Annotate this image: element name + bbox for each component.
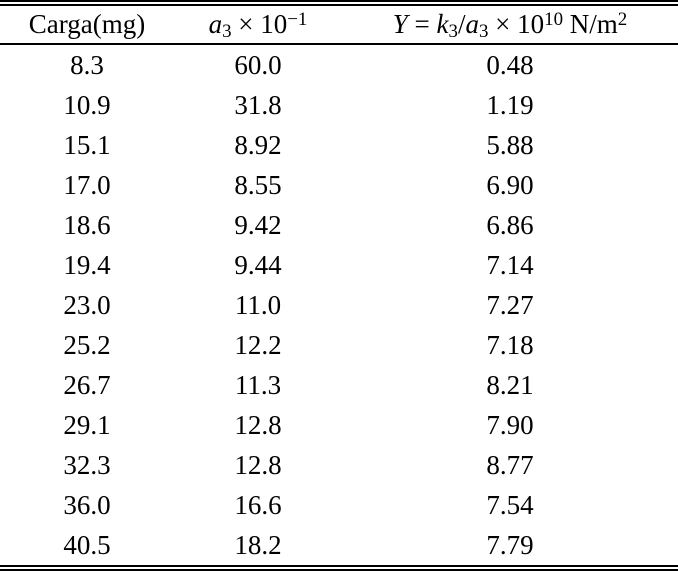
table-cell: 8.55 (234, 170, 282, 200)
table-cell: 11.0 (234, 290, 282, 320)
table-cell: 9.42 (234, 210, 282, 240)
table-cell: 9.44 (234, 250, 282, 280)
table-header: Carga(mg) a3 × 10−1 Y = k3/a3 × 1010 N/m… (0, 5, 678, 45)
table-cell: 0.48 (486, 50, 534, 80)
table-cell: 10.9 (63, 90, 111, 120)
table-row: 23.0 11.0 7.27 (0, 285, 678, 325)
a3-subscript-2: 3 (478, 21, 489, 43)
table-cell: 31.8 (234, 90, 282, 120)
table-cell: 7.90 (486, 410, 534, 440)
table-cell: 29.1 (63, 410, 111, 440)
table-cell: 36.0 (63, 490, 111, 520)
table-cell: 26.7 (63, 370, 111, 400)
table-cell: 8.92 (234, 130, 282, 160)
table-cell: 12.2 (234, 330, 282, 360)
table-cell: 16.6 (234, 490, 282, 520)
table-cell: 19.4 (63, 250, 111, 280)
table-cell: 12.8 (234, 450, 282, 480)
table-cell: 60.0 (234, 50, 282, 80)
k3-variable: k (436, 9, 449, 39)
y-variable: Y (392, 9, 408, 39)
unit-exponent: 2 (617, 9, 628, 31)
table-row: 32.3 12.8 8.77 (0, 445, 678, 485)
table-cell: 6.86 (486, 210, 534, 240)
table-cell: 8.21 (486, 370, 534, 400)
table-cell: 17.0 (63, 170, 111, 200)
table-cell: 8.3 (70, 50, 104, 80)
table-cell: 6.90 (486, 170, 534, 200)
table-row: 29.1 12.8 7.90 (0, 405, 678, 445)
table-row: 17.0 8.55 6.90 (0, 165, 678, 205)
a3-exponent: −1 (287, 9, 308, 31)
table-cell: 5.88 (486, 130, 534, 160)
table-cell: 32.3 (63, 450, 111, 480)
table-cell: 1.19 (486, 90, 534, 120)
a3-variable-2: a (465, 9, 479, 39)
data-table: Carga(mg) a3 × 10−1 Y = k3/a3 × 1010 N/m… (0, 4, 678, 567)
k3-subscript: 3 (448, 21, 458, 43)
ten-exponent: 10 (544, 9, 564, 31)
unit-label: N/m (563, 9, 618, 39)
table-row: 26.7 11.3 8.21 (0, 365, 678, 405)
table-row: 36.0 16.6 7.54 (0, 485, 678, 525)
slash: / (457, 9, 466, 39)
table-cell: 15.1 (63, 130, 111, 160)
table-cell: 7.14 (486, 250, 534, 280)
table-row: 19.4 9.44 7.14 (0, 245, 678, 285)
table-cell: 40.5 (63, 530, 111, 560)
equals-sign: = (407, 9, 437, 39)
column-header-young-modulus: Y = k3/a3 × 1010 N/m2 (342, 5, 678, 45)
table-row: 15.1 8.92 5.88 (0, 125, 678, 165)
column-header-carga-label: Carga(mg) (28, 9, 146, 39)
table-row: 8.3 60.0 0.48 (0, 44, 678, 85)
a3-variable: a (208, 9, 223, 39)
table-row: 40.5 18.2 7.79 (0, 525, 678, 566)
table-row: 25.2 12.2 7.18 (0, 325, 678, 365)
a3-times-ten: × 10 (231, 9, 288, 39)
table-cell: 12.8 (234, 410, 282, 440)
column-header-carga: Carga(mg) (0, 5, 174, 45)
table-row: 10.9 31.8 1.19 (0, 85, 678, 125)
header-row: Carga(mg) a3 × 10−1 Y = k3/a3 × 1010 N/m… (0, 5, 678, 45)
table-cell: 7.18 (486, 330, 534, 360)
times-ten: × 10 (488, 9, 545, 39)
table-cell: 18.6 (63, 210, 111, 240)
a3-subscript: 3 (222, 21, 232, 43)
table-cell: 18.2 (234, 530, 282, 560)
table-cell: 7.79 (486, 530, 534, 560)
table-cell: 23.0 (63, 290, 111, 320)
table-cell: 7.27 (486, 290, 534, 320)
table-cell: 25.2 (63, 330, 111, 360)
table-cell: 7.54 (486, 490, 534, 520)
table-body: 8.3 60.0 0.48 10.9 31.8 1.19 15.1 8.92 5.88 17.0 8… (0, 44, 678, 566)
table-cell: 11.3 (234, 370, 282, 400)
table-row: 18.6 9.42 6.86 (0, 205, 678, 245)
column-header-a3: a3 × 10−1 (174, 5, 342, 45)
table-cell: 8.77 (486, 450, 534, 480)
